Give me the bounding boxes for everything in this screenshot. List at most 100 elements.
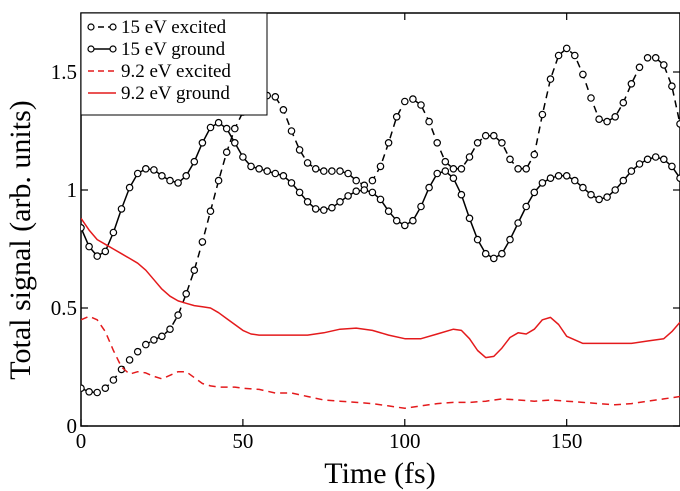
data-point xyxy=(352,187,361,196)
legend-marker xyxy=(109,23,117,31)
data-point xyxy=(133,169,142,178)
data-point xyxy=(643,53,652,62)
data-point xyxy=(627,167,636,175)
data-point xyxy=(392,113,401,121)
data-point xyxy=(457,165,466,173)
data-point xyxy=(376,195,385,204)
data-point xyxy=(417,202,425,211)
data-point xyxy=(506,155,514,164)
legend-label: 9.2 eV ground xyxy=(121,83,230,104)
data-point xyxy=(328,203,336,212)
data-point xyxy=(481,131,490,140)
data-point xyxy=(150,166,158,174)
series-line-9-2-ev-excited xyxy=(81,315,680,410)
data-point xyxy=(368,176,377,185)
data-point xyxy=(142,165,150,173)
data-point xyxy=(643,155,652,164)
data-point xyxy=(214,176,223,185)
data-point xyxy=(344,192,352,200)
data-point xyxy=(400,97,409,106)
y-tick-label: 1.5 xyxy=(51,60,77,84)
data-point xyxy=(222,124,231,133)
data-point xyxy=(133,347,142,356)
data-point xyxy=(328,167,336,175)
series-15-ev-ground xyxy=(81,118,680,263)
data-point xyxy=(530,188,539,197)
data-point xyxy=(522,202,531,211)
data-point xyxy=(433,169,442,178)
data-point xyxy=(562,172,571,180)
data-point xyxy=(514,165,522,173)
data-point xyxy=(239,153,247,161)
data-point xyxy=(627,80,636,88)
series-9-2-ev-ground xyxy=(81,217,680,359)
data-point xyxy=(595,195,603,204)
data-point xyxy=(101,384,110,393)
data-point xyxy=(255,165,263,173)
data-point xyxy=(554,172,563,180)
data-point xyxy=(603,117,611,126)
data-point xyxy=(473,139,482,147)
data-point xyxy=(311,205,320,213)
data-point xyxy=(570,51,579,60)
data-point xyxy=(158,172,166,180)
data-point xyxy=(449,165,458,173)
data-point xyxy=(489,131,498,140)
data-point xyxy=(481,249,490,258)
data-point xyxy=(514,219,522,227)
data-point xyxy=(214,118,223,127)
data-point xyxy=(222,148,231,157)
data-point xyxy=(449,174,458,183)
data-point xyxy=(85,242,93,251)
data-point xyxy=(295,188,304,197)
data-point xyxy=(668,162,676,171)
data-point xyxy=(425,183,433,192)
data-point xyxy=(109,376,118,384)
data-point xyxy=(409,95,417,103)
data-point xyxy=(554,51,563,60)
data-point xyxy=(117,205,126,213)
data-point xyxy=(376,162,385,171)
series-line-15-ev-ground xyxy=(81,121,680,260)
legend-marker xyxy=(87,45,95,53)
y-axis-title: Total signal (arb. units) xyxy=(4,100,37,380)
data-point xyxy=(433,139,442,147)
data-point xyxy=(142,340,150,349)
data-point xyxy=(368,188,377,197)
series-9-2-ev-excited xyxy=(81,315,680,410)
data-point xyxy=(125,356,134,364)
data-point xyxy=(81,384,85,392)
legend-label: 15 eV ground xyxy=(121,39,226,60)
data-point xyxy=(190,157,199,166)
data-point xyxy=(336,198,344,206)
data-point xyxy=(392,216,401,225)
data-point xyxy=(319,167,328,175)
data-point xyxy=(522,165,531,173)
data-point xyxy=(174,311,182,319)
y-tick-label: 0.5 xyxy=(51,296,77,320)
data-point xyxy=(287,179,296,187)
data-point xyxy=(457,190,466,199)
data-point xyxy=(174,179,182,187)
data-point xyxy=(595,115,603,124)
y-tick-label: 1 xyxy=(67,178,78,202)
data-point xyxy=(287,127,296,135)
data-point xyxy=(303,159,312,167)
data-point xyxy=(93,252,102,260)
data-point xyxy=(611,113,620,121)
data-point xyxy=(498,249,506,258)
data-point xyxy=(352,176,361,185)
data-point xyxy=(635,160,644,168)
legend-marker xyxy=(109,45,117,53)
data-point xyxy=(619,98,628,107)
data-point xyxy=(150,336,158,344)
data-point xyxy=(109,228,118,237)
data-point xyxy=(295,146,304,154)
data-point xyxy=(384,207,393,216)
x-tick-label: 150 xyxy=(551,429,583,453)
data-point xyxy=(546,174,555,183)
data-point xyxy=(538,110,547,119)
data-point xyxy=(587,190,595,199)
data-point xyxy=(182,289,191,298)
data-point xyxy=(247,162,255,171)
